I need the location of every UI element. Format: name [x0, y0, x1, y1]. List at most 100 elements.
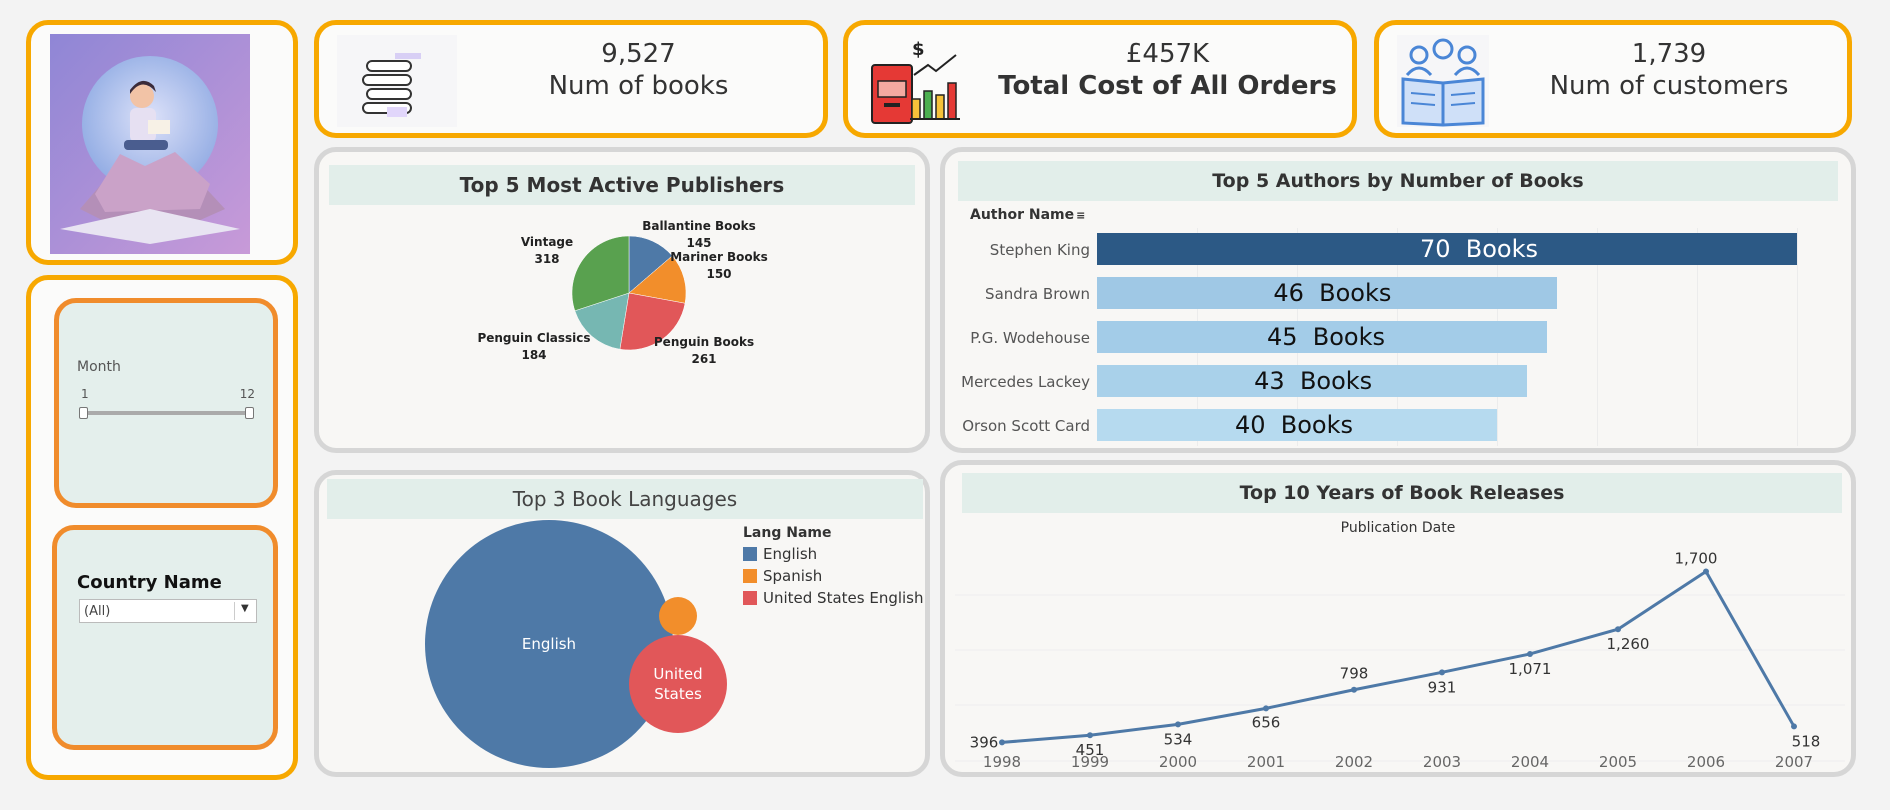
author-name-orson-scott-card: Orson Scott Card — [962, 417, 1090, 435]
bubble-united-states-english[interactable] — [629, 635, 727, 733]
customers-count-label: Num of customers — [1549, 71, 1789, 101]
x-tick-2005: 2005 — [1599, 753, 1637, 771]
country-label: Country Name — [77, 572, 222, 593]
languages-bubble-chart: English United States — [425, 520, 727, 768]
customers-count-value: 1,739 — [1631, 39, 1707, 69]
author-name-header[interactable]: Author Name ≡ — [970, 207, 1085, 223]
author-name-stephen-king: Stephen King — [989, 241, 1090, 259]
data-label-2004: 1,071 — [1509, 660, 1552, 678]
author-bar-sandra-brown[interactable] — [1097, 277, 1557, 309]
pie-value-vintage: 318 — [534, 252, 559, 266]
legend-label: United States English — [763, 589, 924, 607]
data-point-2000[interactable] — [1175, 721, 1181, 728]
languages-panel: Top 3 Book Languages English United States… — [314, 470, 930, 777]
pie-label-mariner-books: Mariner Books — [670, 250, 768, 264]
month-min-label: 1 — [81, 387, 89, 401]
data-label-2006: 1,700 — [1675, 550, 1718, 568]
publishers-title: Top 5 Most Active Publishers — [329, 165, 915, 205]
month-slider-track[interactable] — [83, 411, 249, 415]
data-point-2005[interactable] — [1615, 626, 1621, 633]
pie-slice-mariner-books[interactable] — [628, 255, 687, 304]
data-label-2002: 798 — [1340, 665, 1369, 683]
legend-swatch — [743, 591, 757, 605]
data-point-1998[interactable] — [999, 739, 1005, 746]
pie-value-penguin-books: 261 — [691, 352, 716, 366]
author-bar-label-mercedes-lackey: 43 Books — [1254, 367, 1373, 395]
author-bar-label-p-g-wodehouse: 45 Books — [1266, 323, 1385, 351]
legend-swatch — [743, 569, 757, 583]
customers-book-icon — [1397, 35, 1489, 127]
country-filter: Country Name (All) ▼ — [52, 525, 278, 750]
x-tick-2001: 2001 — [1247, 753, 1285, 771]
data-label-1998: 396 — [970, 733, 999, 751]
author-bar-label-sandra-brown: 46 Books — [1273, 279, 1392, 307]
pie-label-penguin-books: Penguin Books — [654, 335, 754, 349]
x-tick-1998: 1998 — [983, 753, 1021, 771]
data-label-2000: 534 — [1164, 730, 1193, 748]
x-tick-2006: 2006 — [1687, 753, 1725, 771]
author-bar-label-stephen-king: 70 Books — [1419, 235, 1538, 263]
x-tick-2003: 2003 — [1423, 753, 1461, 771]
bar-gridline — [1597, 228, 1598, 446]
data-point-2002[interactable] — [1351, 686, 1357, 693]
data-point-2001[interactable] — [1263, 705, 1269, 712]
bubble-label-united-states-english: United — [653, 665, 702, 683]
bubble-english[interactable] — [425, 520, 673, 768]
release-line — [1001, 569, 1796, 744]
pie-value-ballantine-books: 145 — [686, 236, 711, 250]
legend-item-united-states-english[interactable]: United States English — [743, 589, 924, 607]
bar-gridline — [1697, 228, 1698, 446]
kpi-cost-card: $ £457K Total Cost of All Orders — [843, 20, 1357, 138]
books-count-label: Num of books — [548, 71, 729, 101]
cost-chart-icon: $ — [864, 35, 984, 127]
x-tick-1999: 1999 — [1071, 753, 1109, 771]
reader-illustration — [50, 34, 250, 254]
legend-item-spanish[interactable]: Spanish — [743, 567, 924, 585]
data-label-2003: 931 — [1428, 678, 1457, 696]
authors-title: Top 5 Authors by Number of Books — [958, 161, 1838, 201]
author-name-mercedes-lackey: Mercedes Lackey — [961, 373, 1090, 391]
data-point-2006[interactable] — [1703, 568, 1709, 575]
month-slider-handle-min[interactable] — [79, 407, 88, 419]
month-filter: Month 1 12 — [54, 298, 278, 508]
month-slider-handle-max[interactable] — [245, 407, 254, 419]
pie-slice-penguin-books[interactable] — [619, 292, 686, 351]
total-cost-label: Total Cost of All Orders — [998, 71, 1337, 101]
publishers-panel: Top 5 Most Active Publishers Ballantine … — [314, 147, 930, 453]
x-tick-2002: 2002 — [1335, 753, 1373, 771]
x-tick-2004: 2004 — [1511, 753, 1549, 771]
country-select[interactable]: (All) ▼ — [79, 599, 257, 623]
author-bar-mercedes-lackey[interactable] — [1097, 365, 1527, 397]
pie-label-ballantine-books: Ballantine Books — [642, 219, 756, 233]
pie-slice-vintage[interactable] — [571, 235, 630, 312]
languages-legend: Lang Name English Spanish United States En… — [743, 525, 924, 607]
data-label-2007: 518 — [1792, 732, 1821, 750]
author-bar-orson-scott-card[interactable] — [1097, 409, 1497, 441]
bubble-spanish[interactable] — [659, 597, 697, 635]
data-label-1999: 451 — [1076, 741, 1105, 759]
cover-image-card — [26, 20, 298, 265]
data-point-2004[interactable] — [1527, 650, 1533, 657]
author-bar-label-orson-scott-card: 40 Books — [1234, 411, 1353, 439]
kpi-customers-card: 1,739 Num of customers — [1374, 20, 1852, 138]
kpi-books-card: 9,527 Num of books — [314, 20, 828, 138]
data-point-2003[interactable] — [1439, 669, 1445, 676]
sort-icon[interactable]: ≡ — [1076, 209, 1086, 222]
svg-text:$: $ — [912, 39, 925, 60]
legend-item-english[interactable]: English — [743, 545, 924, 563]
books-count-value: 9,527 — [601, 39, 676, 69]
data-point-1999[interactable] — [1087, 732, 1093, 739]
legend-label: English — [763, 545, 818, 563]
month-max-label: 12 — [239, 387, 255, 401]
country-select-value: (All) — [84, 604, 111, 619]
author-bar-stephen-king[interactable] — [1097, 233, 1797, 265]
total-cost-value: £457K — [1125, 39, 1210, 69]
chevron-down-icon[interactable]: ▼ — [241, 603, 249, 614]
data-point-2007[interactable] — [1791, 723, 1797, 730]
x-tick-2000: 2000 — [1159, 753, 1197, 771]
pie-slice-penguin-classics[interactable] — [574, 292, 630, 350]
x-tick-2007: 2007 — [1775, 753, 1813, 771]
author-bar-p-g-wodehouse[interactable] — [1097, 321, 1547, 353]
